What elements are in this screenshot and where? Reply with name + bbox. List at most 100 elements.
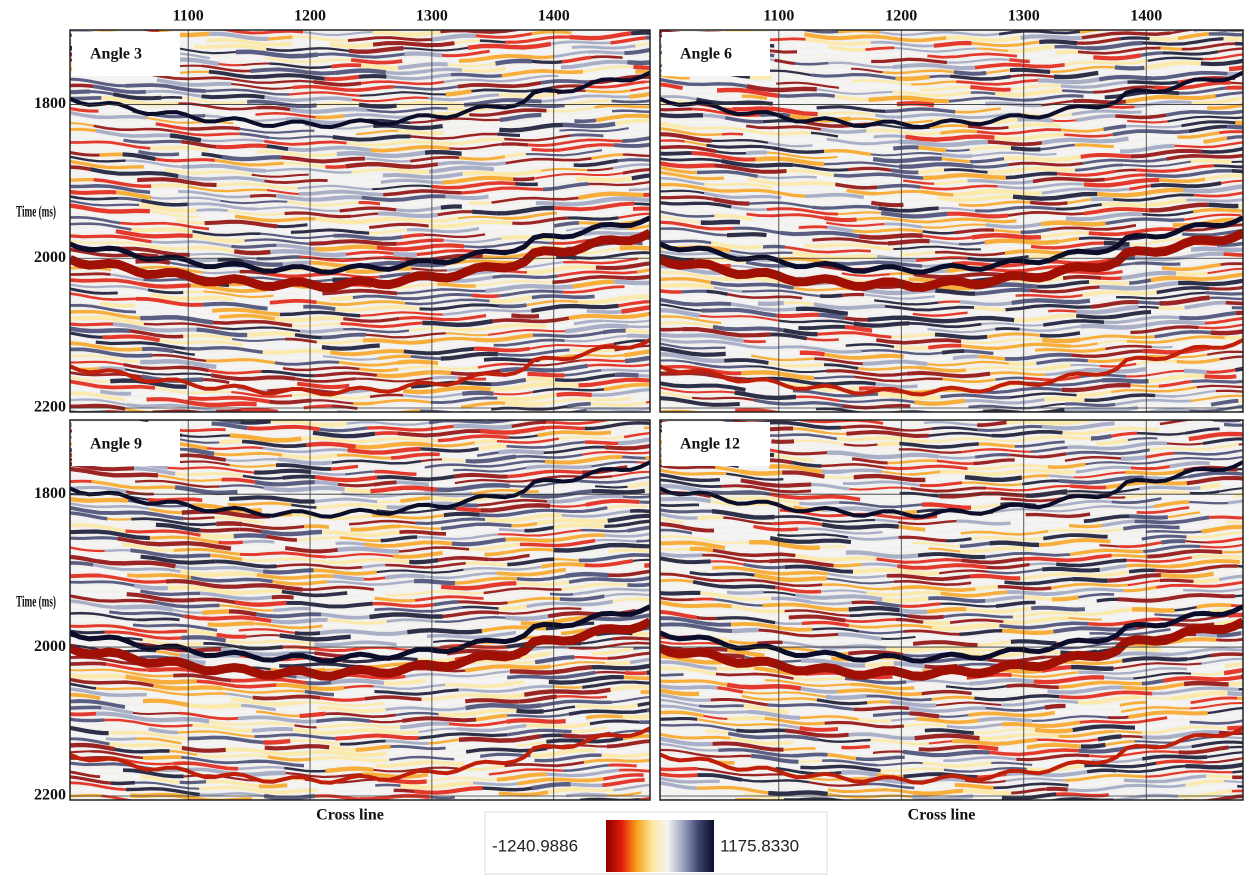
reflector (1044, 399, 1084, 401)
reflector (1035, 730, 1073, 731)
reflector (107, 519, 131, 520)
reflector (394, 254, 417, 255)
reflector (527, 374, 564, 375)
reflector (995, 329, 1020, 330)
seismic-image (70, 20, 736, 436)
reflector (1237, 697, 1245, 699)
reflector (235, 602, 286, 604)
reflector (1021, 36, 1083, 38)
reflector (822, 471, 846, 472)
reflector (1086, 809, 1142, 811)
reflector (1035, 344, 1071, 346)
reflector (465, 414, 505, 418)
reflector (1196, 634, 1217, 635)
reflector (682, 291, 707, 292)
reflector (263, 351, 331, 353)
reflector (585, 442, 618, 443)
reflector (516, 184, 538, 185)
y-tick-label: 1800 (34, 485, 66, 502)
reflector (1059, 815, 1094, 820)
reflector (1159, 308, 1185, 309)
reflector (690, 573, 755, 576)
reflector (378, 214, 438, 216)
reflector (1004, 191, 1042, 193)
reflector (183, 292, 203, 293)
reflector (1156, 810, 1235, 814)
reflector (1238, 401, 1245, 403)
reflector (699, 706, 744, 707)
reflector (867, 702, 890, 703)
reflector (834, 565, 862, 566)
reflector (826, 696, 866, 698)
reflector (454, 426, 512, 428)
reflector (99, 110, 133, 111)
reflector (203, 272, 240, 273)
reflector (742, 780, 809, 782)
reflector (185, 693, 227, 694)
reflector (331, 681, 384, 683)
reflector (820, 295, 842, 296)
reflector (746, 390, 793, 392)
reflector (70, 85, 93, 86)
reflector (1191, 161, 1232, 162)
reflector (528, 144, 556, 145)
reflector (364, 578, 385, 580)
reflector (900, 610, 928, 612)
reflector (1024, 597, 1052, 599)
reflector (143, 757, 181, 758)
reflector (1235, 806, 1245, 810)
reflector (1152, 347, 1173, 348)
reflector (1032, 416, 1066, 419)
reflector (828, 816, 908, 820)
reflector (1065, 404, 1115, 406)
y-tick-label: 2200 (34, 399, 66, 416)
reflector (660, 686, 717, 688)
reflector (690, 549, 713, 550)
reflector (472, 212, 496, 214)
reflector (70, 274, 110, 275)
reflector (971, 93, 996, 94)
reflector (969, 713, 1055, 716)
reflector (1079, 672, 1102, 673)
reflector (167, 631, 187, 632)
reflector (918, 554, 950, 555)
colorbar-gradient (606, 820, 714, 872)
reflector (70, 751, 92, 752)
reflector (1011, 641, 1057, 643)
reflector (497, 134, 520, 135)
reflector (394, 790, 415, 791)
reflector (269, 400, 311, 402)
reflector (713, 327, 784, 330)
reflector (1081, 745, 1105, 747)
reflector (1108, 717, 1129, 718)
reflector (1210, 298, 1245, 299)
reflector (1091, 436, 1111, 438)
reflector (605, 662, 630, 663)
reflector (1151, 278, 1173, 280)
reflector (532, 57, 554, 58)
reflector (814, 458, 852, 460)
reflector (250, 195, 276, 196)
reflector (444, 514, 480, 515)
reflector (571, 135, 604, 136)
reflector (105, 412, 149, 418)
reflector (1010, 810, 1087, 815)
reflector (511, 316, 539, 317)
reflector (1194, 580, 1220, 582)
reflector (1122, 736, 1143, 737)
reflector (479, 226, 554, 229)
reflector (876, 356, 904, 357)
reflector (776, 315, 819, 316)
reflector (70, 563, 93, 565)
reflector (477, 695, 524, 697)
reflector (509, 416, 588, 420)
reflector (724, 178, 748, 179)
reflector (70, 129, 96, 131)
reflector (859, 719, 892, 721)
reflector (774, 45, 828, 47)
reflector (1154, 414, 1206, 419)
reflector (744, 341, 766, 342)
reflector (717, 668, 755, 669)
reflector (953, 357, 978, 359)
seismic-image (70, 411, 727, 821)
